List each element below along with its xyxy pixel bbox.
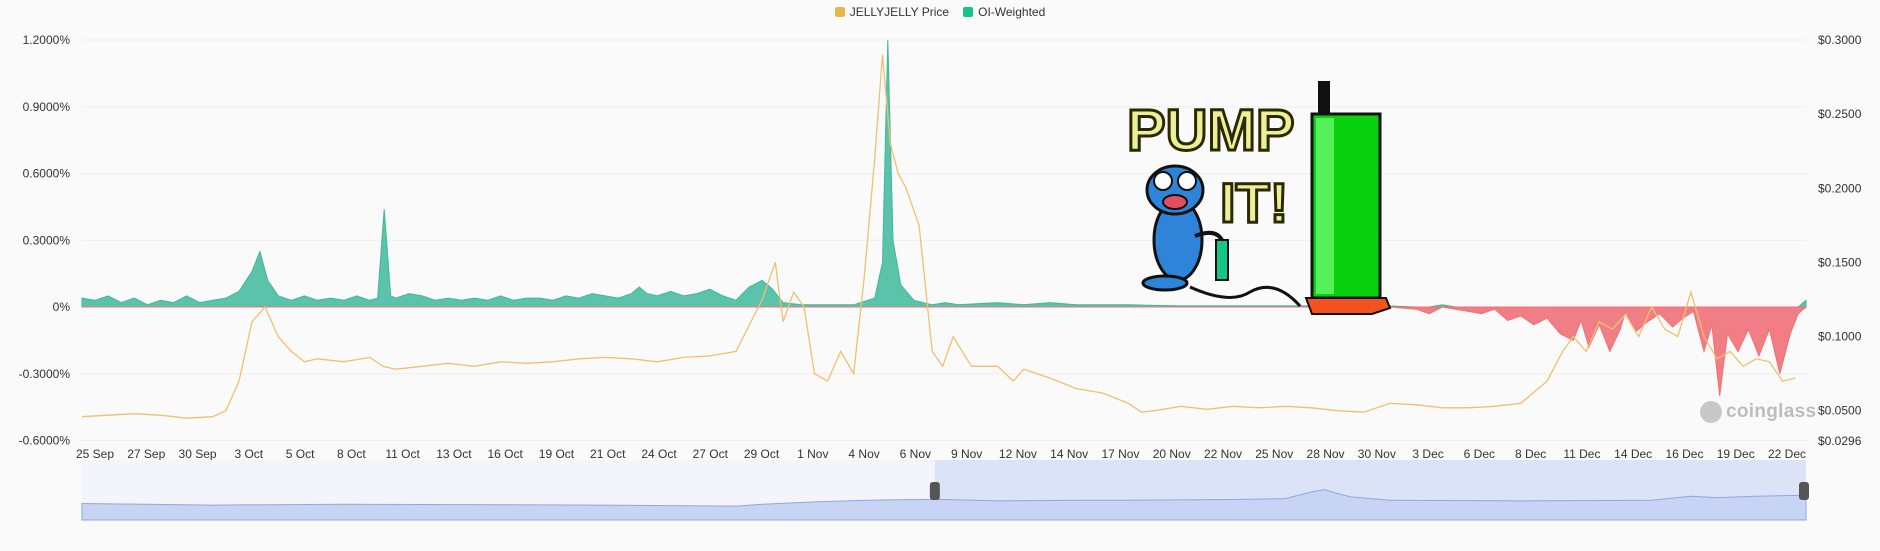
x-tick-label: 14 Nov (1050, 447, 1088, 461)
x-axis: 25 Sep 27 Sep 30 Sep 3 Oct 5 Oct 8 Oct 11 Oct 1… (76, 447, 1806, 461)
price-line (81, 54, 1796, 419)
x-tick-label: 19 Dec (1717, 447, 1755, 461)
x-tick-label: 4 Nov (848, 447, 879, 461)
legend-item[interactable]: JELLYJELLY Price (834, 4, 950, 20)
navigator-series (81, 489, 1807, 521)
x-tick-label: 27 Oct (693, 447, 729, 461)
x-tick-label: 24 Oct (641, 447, 677, 461)
x-tick-label: 30 Nov (1358, 447, 1396, 461)
right-tick-label: $0.2000 (1818, 181, 1862, 195)
coinglass-watermark: coinglass (1700, 401, 1816, 423)
sticker-line2: IT! (1220, 171, 1288, 234)
candle-highlight (1316, 118, 1334, 294)
left-tick-label: -0.6000% (19, 434, 71, 448)
pump-handle-icon (1318, 81, 1330, 118)
navigator-handle-left[interactable] (929, 482, 940, 500)
x-tick-label: 25 Nov (1255, 447, 1293, 461)
x-tick-label: 21 Oct (590, 447, 626, 461)
x-tick-label: 27 Sep (127, 447, 165, 461)
x-tick-label: 28 Nov (1307, 447, 1345, 461)
left-tick-label: 0.6000% (23, 167, 71, 181)
x-tick-label: 12 Nov (999, 447, 1037, 461)
x-tick-label: 22 Nov (1204, 447, 1242, 461)
x-tick-label: 14 Dec (1614, 447, 1652, 461)
legend-swatch (834, 7, 845, 17)
left-tick-label: -0.3000% (19, 367, 71, 381)
x-tick-label: 16 Oct (488, 447, 524, 461)
oi-weighted-area (81, 39, 1808, 397)
x-tick-label: 8 Dec (1515, 447, 1546, 461)
legend-label: JELLYJELLY Price (849, 5, 950, 19)
x-tick-label: 5 Oct (286, 447, 315, 461)
left-tick-label: 0.3000% (23, 233, 71, 247)
x-tick-label: 11 Oct (385, 447, 420, 461)
legend-label: OI-Weighted (978, 5, 1046, 19)
right-axis: $0.3000 $0.2500 $0.2000 $0.1500 $0.1000 $0.05… (1818, 33, 1862, 448)
pump-hose-icon (1189, 285, 1302, 307)
watermark-text: coinglass (1726, 401, 1817, 422)
x-tick-label: 19 Oct (539, 447, 575, 461)
x-tick-label: 6 Dec (1464, 447, 1495, 461)
x-tick-label: 1 Nov (797, 447, 828, 461)
x-tick-label: 29 Oct (744, 447, 780, 461)
coinglass-logo-icon (1700, 401, 1722, 423)
price-series-line (81, 54, 1796, 419)
right-tick-label: $0.1500 (1818, 255, 1862, 269)
x-tick-label: 6 Nov (900, 447, 931, 461)
x-tick-label: 22 Dec (1768, 447, 1806, 461)
x-tick-label: 25 Sep (76, 447, 114, 461)
right-tick-label: $0.0500 (1818, 404, 1862, 418)
pump-it-sticker: PUMP IT! (1126, 81, 1392, 315)
left-axis: 1.2000% 0.9000% 0.6000% 0.3000% 0% -0.3000% -0… (19, 33, 71, 448)
range-navigator[interactable] (81, 460, 1809, 521)
frog-icon (1141, 164, 1229, 292)
x-tick-label: 30 Sep (179, 447, 217, 461)
x-tick-label: 3 Oct (234, 447, 263, 461)
x-tick-label: 20 Nov (1153, 447, 1191, 461)
right-tick-label: $0.1000 (1818, 330, 1862, 344)
x-tick-label: 13 Oct (436, 447, 472, 461)
x-tick-label: 8 Oct (337, 447, 366, 461)
right-tick-label: $0.2500 (1818, 107, 1862, 121)
x-tick-label: 3 Dec (1412, 447, 1443, 461)
x-tick-label: 16 Dec (1665, 447, 1703, 461)
right-tick-label: $0.0296 (1818, 434, 1862, 448)
right-tick-label: $0.3000 (1818, 33, 1862, 47)
oi-negative-area (82, 306, 1808, 397)
left-tick-label: 1.2000% (23, 33, 71, 47)
x-tick-label: 11 Dec (1563, 447, 1600, 461)
x-tick-label: 9 Nov (951, 447, 982, 461)
chart-legend: JELLYJELLY Price OI-Weighted (0, 4, 1880, 20)
sticker-line1: PUMP (1127, 98, 1295, 163)
left-tick-label: 0% (53, 300, 71, 314)
legend-swatch (963, 7, 974, 17)
legend-item[interactable]: OI-Weighted (963, 4, 1045, 20)
x-tick-label: 17 Nov (1101, 447, 1139, 461)
navigator-handle-right[interactable] (1799, 482, 1809, 500)
pump-base-icon (1304, 297, 1392, 315)
left-tick-label: 0.9000% (23, 100, 71, 114)
